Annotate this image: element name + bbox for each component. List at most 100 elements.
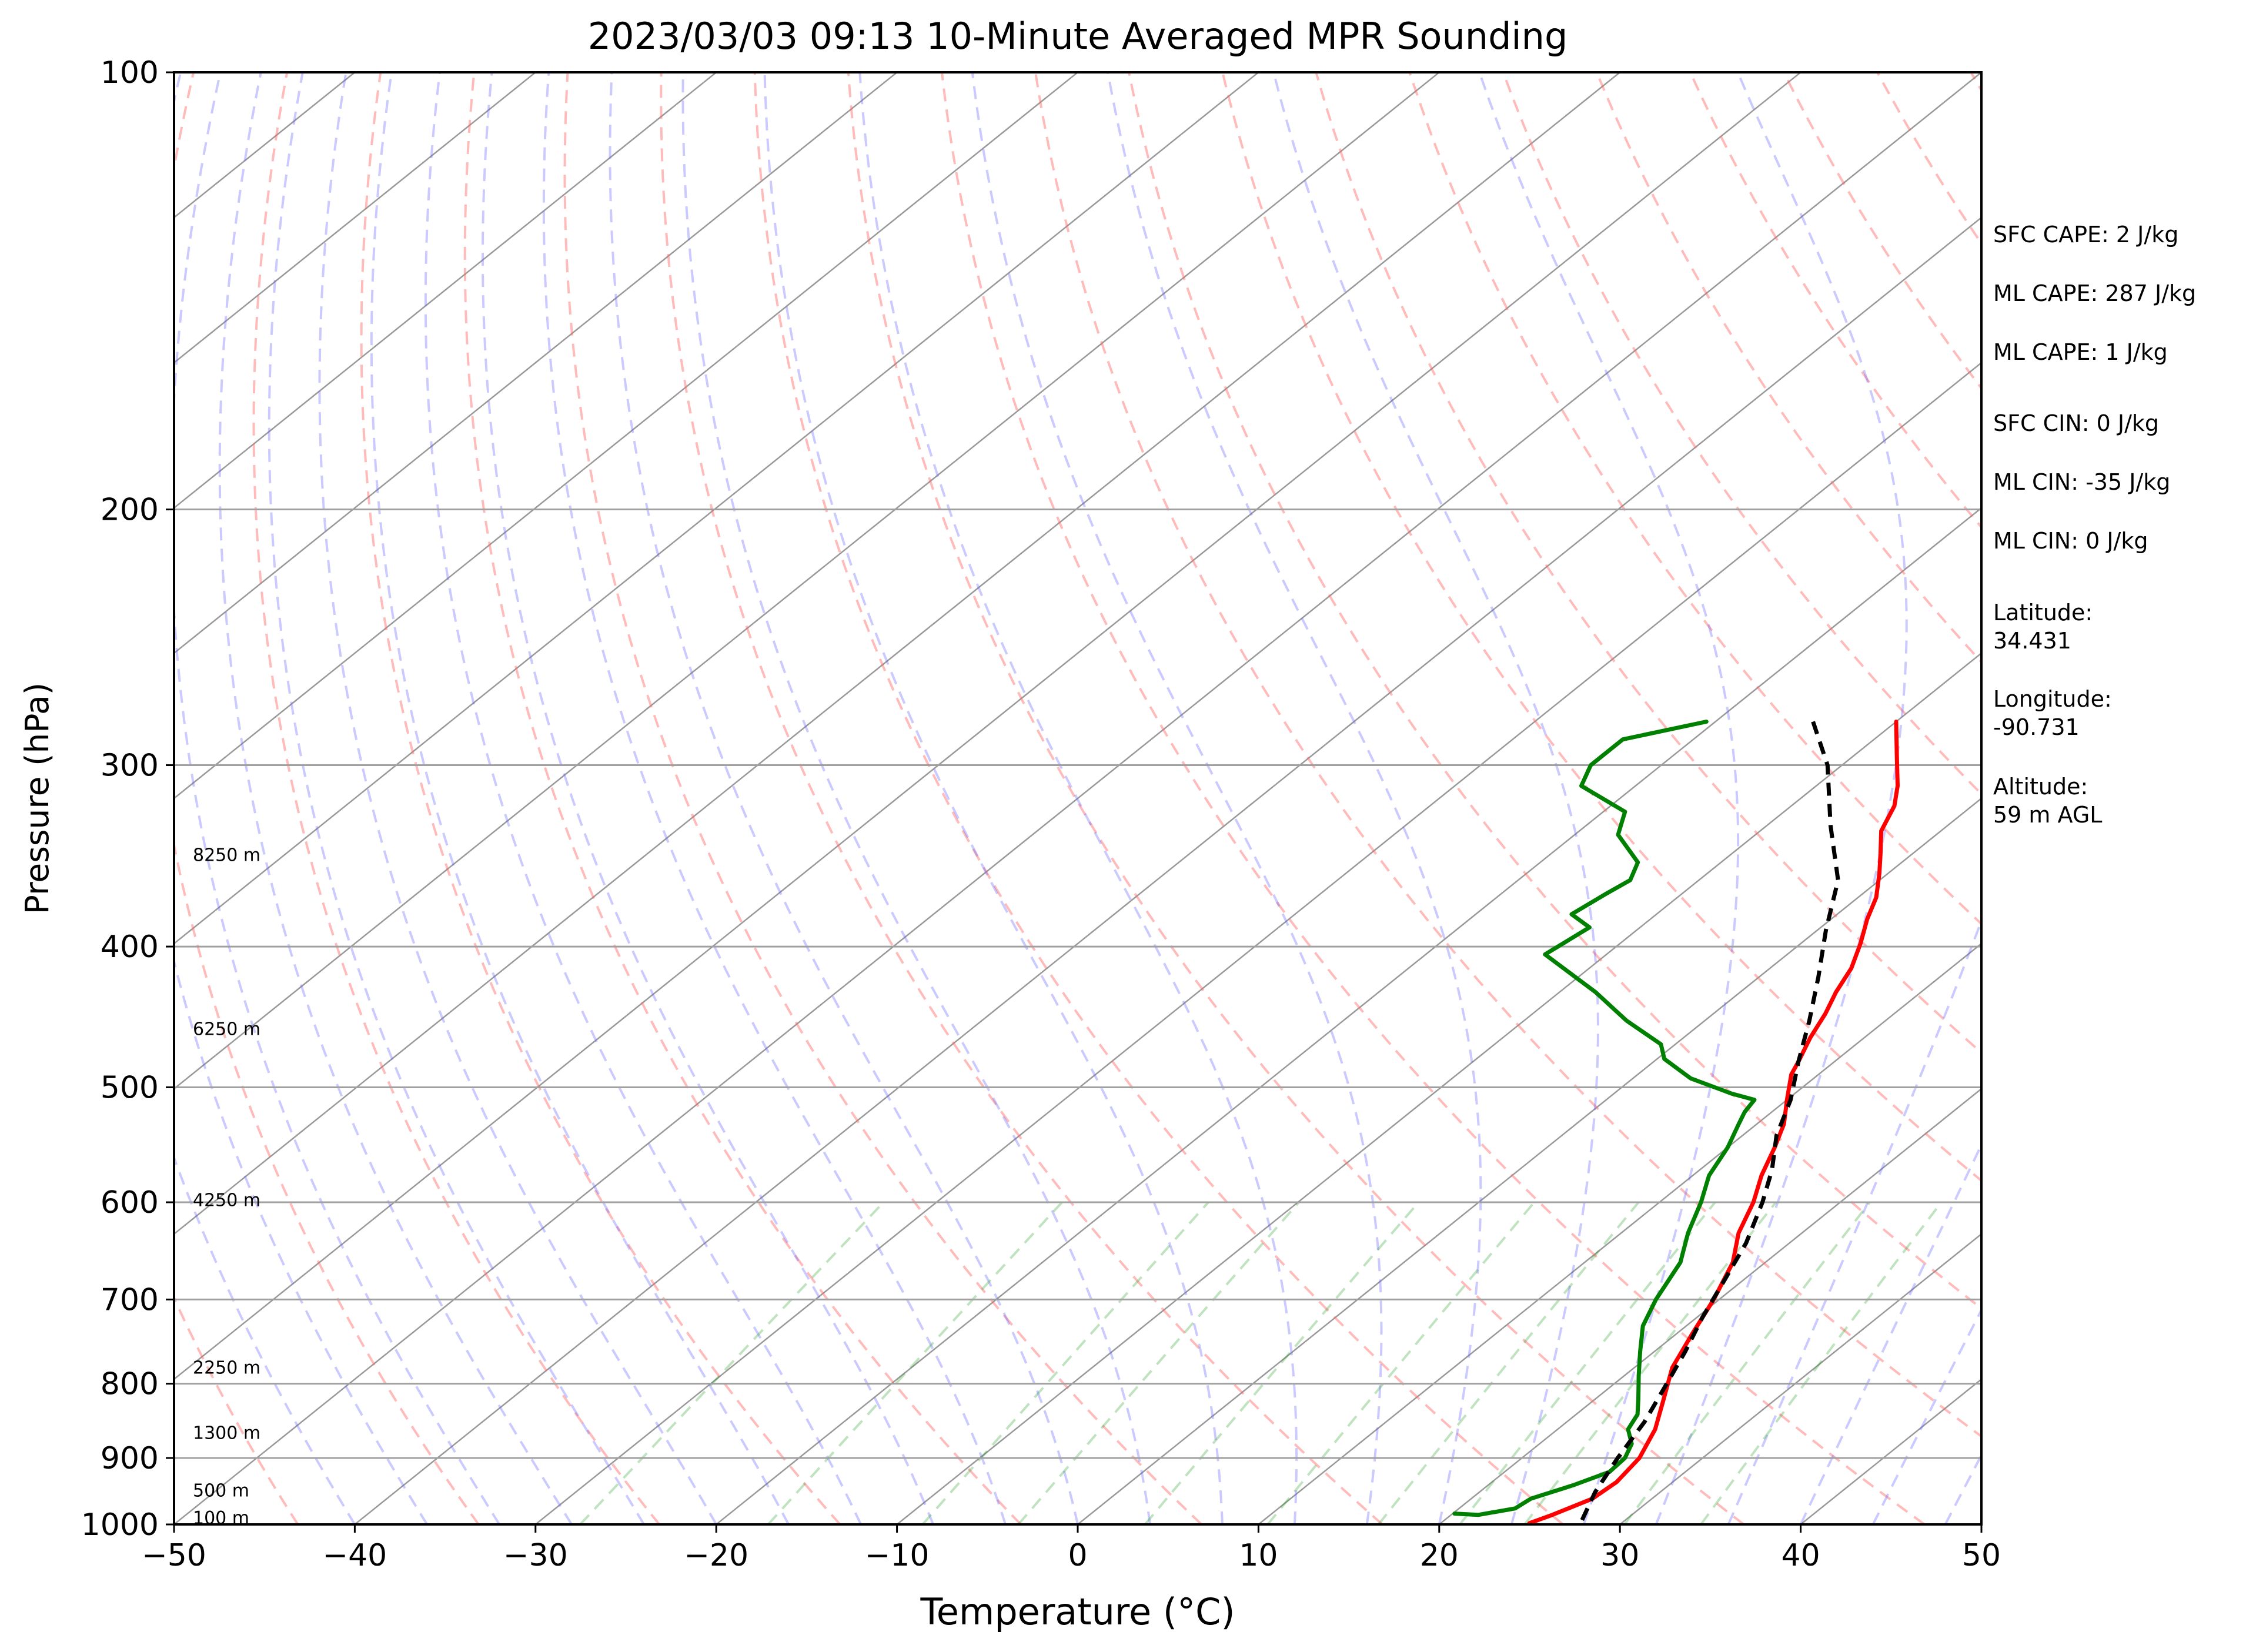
- isotherm-line: [174, 72, 536, 364]
- x-tick-label: −10: [865, 1538, 930, 1573]
- moist-adiabat-line: [1107, 72, 1482, 1524]
- annotation-text: Altitude: 59 m AGL: [1993, 774, 2102, 828]
- moist-adiabat-line: [424, 72, 862, 1524]
- x-tick-label: −40: [323, 1538, 387, 1573]
- dry-adiabat-line: [1315, 72, 1981, 1055]
- isotherm-line: [174, 72, 1078, 800]
- y-axis: 100 200 300 400 500 600 700 800 900 1000: [81, 55, 174, 1543]
- dry-adiabat-line: [563, 72, 1202, 1524]
- dewpoint-line: [1452, 720, 1757, 1517]
- x-tick-label: −50: [142, 1538, 206, 1573]
- isotherm-line: [174, 72, 717, 509]
- sounding-annotations: SFC CAPE: 2 J/kg ML CAPE: 287 J/kg ML CAPE…: [1993, 222, 2196, 828]
- y-tick-label: 200: [101, 493, 159, 528]
- annotation-text: SFC CIN: 0 J/kg: [1993, 410, 2159, 436]
- x-tick-label: 30: [1600, 1538, 1639, 1573]
- height-label: 2250 m: [193, 1357, 260, 1378]
- annotation-text: ML CAPE: 1 J/kg: [1993, 339, 2168, 365]
- annotation-text: Longitude: -90.731: [1993, 686, 2112, 740]
- height-label: 6250 m: [193, 1019, 260, 1040]
- isotherm-line: [1439, 1088, 1981, 1524]
- dry-adiabat-line: [174, 72, 480, 1524]
- annotation-text: SFC CAPE: 2 J/kg: [1993, 222, 2178, 248]
- isotherm-line: [535, 362, 1981, 1524]
- isotherm-line: [174, 72, 1259, 945]
- isotherm-line: [354, 216, 1981, 1524]
- moist-adiabat-line: [1727, 917, 1981, 1524]
- chart-title: 2023/03/03 09:13 10-Minute Averaged MPR …: [588, 15, 1568, 58]
- dry-adiabat-line: [360, 72, 841, 1524]
- x-tick-label: 20: [1420, 1538, 1459, 1573]
- y-tick-label: 100: [101, 55, 159, 91]
- moist-adiabat-line: [482, 72, 934, 1524]
- x-tick-label: 10: [1239, 1538, 1278, 1573]
- mixing-ratio-line: [767, 1201, 1063, 1524]
- isotherm-line: [716, 507, 1981, 1524]
- dry-adiabat-line: [463, 72, 1022, 1524]
- temperature-line: [1527, 720, 1900, 1524]
- moist-adiabat-line: [858, 72, 1298, 1524]
- height-label: 1300 m: [193, 1423, 260, 1443]
- x-axis-label: Temperature (°C): [920, 1590, 1235, 1633]
- moist-adiabat-line: [218, 72, 573, 1524]
- x-tick-label: −20: [684, 1538, 748, 1573]
- dry-adiabat-line: [1128, 72, 1981, 1310]
- moist-adiabat-line: [318, 72, 717, 1524]
- moist-adiabat-line: [681, 72, 1151, 1524]
- mixing-ratio-line: [921, 1201, 1209, 1524]
- height-label: 500 m: [193, 1481, 249, 1501]
- moist-adiabat-line: [174, 72, 500, 1524]
- moist-adiabat-line: [174, 72, 429, 1524]
- annotation-text: ML CIN: -35 J/kg: [1993, 469, 2170, 495]
- moist-adiabat-line: [763, 72, 1224, 1524]
- dry-adiabat-line: [1502, 72, 1981, 796]
- dry-adiabat-line: [941, 72, 1926, 1524]
- moist-adiabat-line: [609, 72, 1079, 1524]
- moist-adiabat-line: [971, 72, 1383, 1524]
- x-tick-label: 0: [1068, 1538, 1087, 1573]
- height-label: 4250 m: [193, 1190, 260, 1210]
- dry-adiabat-line: [1034, 72, 1981, 1438]
- moist-adiabat-line: [542, 72, 1007, 1524]
- background-lines: [174, 72, 1981, 1524]
- pressure-gridlines: [174, 72, 1981, 1524]
- y-axis-label: Pressure (hPa): [18, 683, 56, 915]
- dry-adiabat-line: [847, 72, 1745, 1524]
- isotherm-line: [174, 72, 1440, 1090]
- y-tick-label: 800: [101, 1367, 159, 1402]
- isotherm-line: [174, 72, 898, 654]
- moist-adiabat-line: [268, 72, 645, 1524]
- y-tick-label: 300: [101, 748, 159, 783]
- isotherm-line: [174, 72, 1981, 1524]
- annotation-text: ML CAPE: 287 J/kg: [1993, 280, 2196, 306]
- isotherm-line: [1258, 942, 1981, 1524]
- x-tick-label: −30: [503, 1538, 568, 1573]
- y-tick-label: 900: [101, 1441, 159, 1476]
- isotherm-line: [1077, 797, 1981, 1524]
- x-tick-label: 50: [1962, 1538, 2001, 1573]
- height-label: 8250 m: [193, 845, 260, 866]
- annotation-text: ML CIN: 0 J/kg: [1993, 528, 2148, 554]
- moist-adiabat-line: [1655, 72, 1908, 1524]
- isotherm-line: [896, 652, 1981, 1524]
- dry-adiabat-line: [753, 72, 1564, 1524]
- dry-adiabat-line: [660, 72, 1383, 1524]
- profile-series: [1452, 720, 1900, 1524]
- isotherm-line: [174, 72, 1802, 1380]
- moist-adiabat-line: [1478, 72, 1740, 1524]
- y-tick-label: 400: [101, 929, 159, 965]
- annotation-text: Latitude: 34.431: [1993, 600, 2093, 654]
- dry-adiabat-line: [1408, 72, 1981, 926]
- y-tick-label: 600: [101, 1185, 159, 1220]
- x-tick-label: 40: [1782, 1538, 1820, 1573]
- isotherm-line: [1619, 1233, 1981, 1524]
- isotherm-line: [174, 72, 1620, 1235]
- y-tick-label: 500: [101, 1070, 159, 1105]
- dry-adiabat-line: [1595, 72, 1981, 664]
- y-tick-label: 1000: [81, 1507, 159, 1543]
- parcel-path-line: [1580, 721, 1840, 1521]
- moist-adiabat-line: [370, 72, 790, 1524]
- x-axis: −50 −40 −30 −20 −10 0 10 20 30 40 50: [142, 1524, 2001, 1573]
